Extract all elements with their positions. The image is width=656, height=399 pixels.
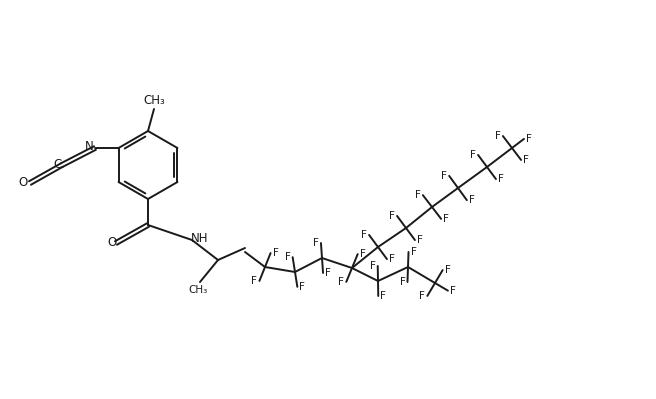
Text: F: F (441, 171, 447, 181)
Text: F: F (325, 268, 331, 278)
Text: F: F (389, 254, 395, 264)
Text: F: F (469, 195, 475, 205)
Text: CH₃: CH₃ (143, 95, 165, 107)
Text: C: C (54, 158, 62, 172)
Text: F: F (411, 247, 417, 257)
Text: F: F (450, 286, 456, 296)
Text: F: F (443, 214, 449, 224)
Text: NH: NH (192, 231, 209, 245)
Text: F: F (400, 277, 405, 287)
Text: F: F (338, 277, 344, 287)
Text: F: F (445, 265, 451, 275)
Text: F: F (359, 249, 365, 259)
Text: F: F (526, 134, 532, 144)
Text: F: F (415, 190, 420, 200)
Text: F: F (299, 282, 305, 292)
Text: F: F (313, 238, 319, 248)
Text: F: F (251, 276, 257, 286)
Text: F: F (273, 248, 279, 258)
Text: F: F (380, 291, 386, 301)
Text: F: F (285, 252, 291, 262)
Text: F: F (419, 291, 425, 301)
Text: F: F (498, 174, 504, 184)
Text: F: F (495, 131, 501, 141)
Text: F: F (417, 235, 423, 245)
Text: F: F (389, 211, 395, 221)
Text: N: N (85, 140, 94, 152)
Text: F: F (470, 150, 476, 160)
Text: F: F (523, 155, 529, 165)
Text: CH₃: CH₃ (188, 285, 208, 295)
Text: O: O (108, 235, 117, 249)
Text: F: F (361, 230, 367, 240)
Text: O: O (19, 176, 28, 190)
Text: F: F (370, 261, 376, 271)
